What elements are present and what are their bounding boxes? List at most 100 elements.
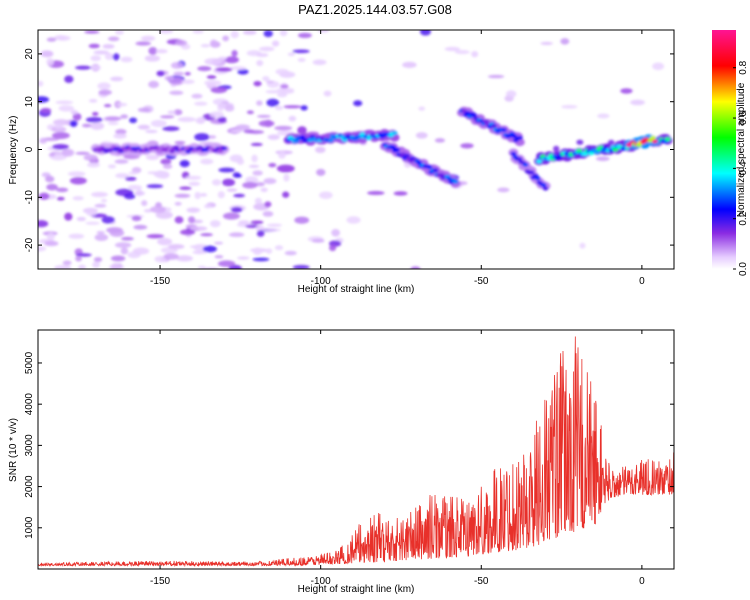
spectrogram-cell <box>150 119 167 128</box>
spectrogram-cell <box>88 43 100 49</box>
spectrogram-cell <box>69 120 78 128</box>
spectrogram-cell <box>353 100 363 107</box>
spectrogram-cell <box>230 129 244 133</box>
spectrogram-cell <box>268 163 277 168</box>
spectrogram-cell <box>221 146 228 151</box>
spectrogram-cell <box>500 127 507 132</box>
spectrogram-cell <box>120 114 129 119</box>
y-tick-label: 20 <box>24 48 35 60</box>
snr-y-label: SNR (10 * v/v) <box>8 418 19 482</box>
colorbar-ticks: 0.0 0.2 0.4 0.6 0.8 <box>733 60 749 276</box>
spectrogram-cell <box>185 175 202 180</box>
spectrogram-cell <box>283 173 290 182</box>
y-tick-label: -10 <box>24 190 35 205</box>
spectrogram-cell <box>141 200 148 207</box>
spectrogram-cell <box>90 122 105 130</box>
spectrogram-cell <box>181 79 195 85</box>
spectrogram-cell <box>85 221 100 225</box>
spectrogram-cell <box>167 110 177 115</box>
spectrogram-cell <box>346 216 361 224</box>
x-tick-label: -150 <box>150 576 170 587</box>
spectrogram-cell <box>279 30 288 37</box>
spectrogram-cell <box>157 237 173 246</box>
spectrogram-cell <box>389 145 396 150</box>
spectrogram-cell <box>553 145 560 153</box>
spectrogram-cell <box>288 115 297 122</box>
spectrogram-cell <box>114 30 124 35</box>
spectrogram-cell <box>276 87 295 93</box>
spectrogram-cell <box>224 56 240 64</box>
spectrogram-cell <box>46 37 57 42</box>
spectrogram-cell <box>197 265 206 269</box>
spectrogram-cell <box>263 30 273 38</box>
spectrogram-cell <box>257 114 271 118</box>
spectrogram-cell <box>283 105 302 109</box>
spectrogram-cell <box>194 191 201 200</box>
spectrogram-cell <box>194 101 208 106</box>
spectrogram-cell <box>179 186 192 190</box>
spectrogram-cell <box>72 112 82 121</box>
spectrogram-cell <box>64 75 74 83</box>
spectrogram-cell <box>247 130 265 134</box>
spectrogram-cell <box>248 164 260 168</box>
spectrogram-cell <box>277 92 288 98</box>
x-tick-label: 0 <box>639 576 645 587</box>
spectrogram-cell <box>402 61 417 68</box>
spectrogram-cell <box>38 80 44 87</box>
spectrogram-cell <box>113 133 127 139</box>
spectrogram-cell <box>510 151 517 156</box>
spectrogram-cell <box>404 153 411 158</box>
spectrogram-cell <box>262 210 274 217</box>
spectrogram-cell <box>217 116 227 123</box>
spectrogram-cell <box>607 139 615 145</box>
spectrogram-cell <box>78 264 86 269</box>
spectrogram-cell <box>229 66 247 71</box>
spectrogram-cell <box>38 96 50 103</box>
spectrogram-cell <box>163 253 179 260</box>
spectrogram-cell <box>265 89 281 94</box>
spectrogram-cell <box>124 193 136 200</box>
spectrogram-cell <box>391 131 398 136</box>
snr-x-ticks: -150 -100 -50 0 <box>150 330 645 587</box>
spectrogram-cell <box>144 55 161 62</box>
spectrogram-cell <box>190 226 208 231</box>
spectrogram-cell <box>128 171 138 175</box>
spectrogram-cell <box>110 76 124 82</box>
spectrogram-cell <box>173 71 185 76</box>
spectrogram-cell <box>300 105 308 111</box>
spectrogram-y-label: Frequency (Hz) <box>8 116 19 185</box>
spectrogram-cell <box>266 223 283 227</box>
spectrogram-cell <box>534 176 541 181</box>
spectrogram-cell <box>75 151 90 155</box>
spectrogram-cell <box>236 158 245 165</box>
spectrogram-cell <box>174 201 182 206</box>
spectrogram-cell <box>263 178 277 185</box>
spectrogram-cell <box>222 178 236 187</box>
spectrogram-cell <box>94 203 107 208</box>
spectrogram-cell <box>490 123 497 128</box>
spectrogram-cell <box>107 164 117 169</box>
spectrogram-cell <box>89 65 101 71</box>
spectrogram-cell <box>316 168 326 176</box>
spectrogram-cell <box>103 103 112 108</box>
spectrogram-cell <box>45 175 55 183</box>
spectrogram-cell <box>70 110 79 115</box>
spectrogram-cell <box>246 110 254 115</box>
spectrogram-cell <box>278 151 286 159</box>
spectrogram-cell <box>38 245 47 252</box>
spectrogram-cell <box>253 80 262 87</box>
spectrogram-cell <box>250 220 264 225</box>
y-tick-label: 0 <box>24 146 35 152</box>
spectrogram-cell <box>231 49 238 57</box>
spectrogram-cell <box>174 193 191 198</box>
spectrogram-cell <box>110 262 121 269</box>
spectrogram-cell <box>323 90 332 97</box>
spectrogram-x-ticks: -150 -100 -50 0 <box>150 30 645 287</box>
spectrogram-cell <box>271 40 280 47</box>
spectrogram-cell <box>393 191 408 196</box>
spectrogram-cell <box>164 75 175 81</box>
spectrogram-cell <box>180 229 196 236</box>
spectrogram-cell <box>148 80 160 89</box>
spectrogram-cell <box>410 266 421 269</box>
